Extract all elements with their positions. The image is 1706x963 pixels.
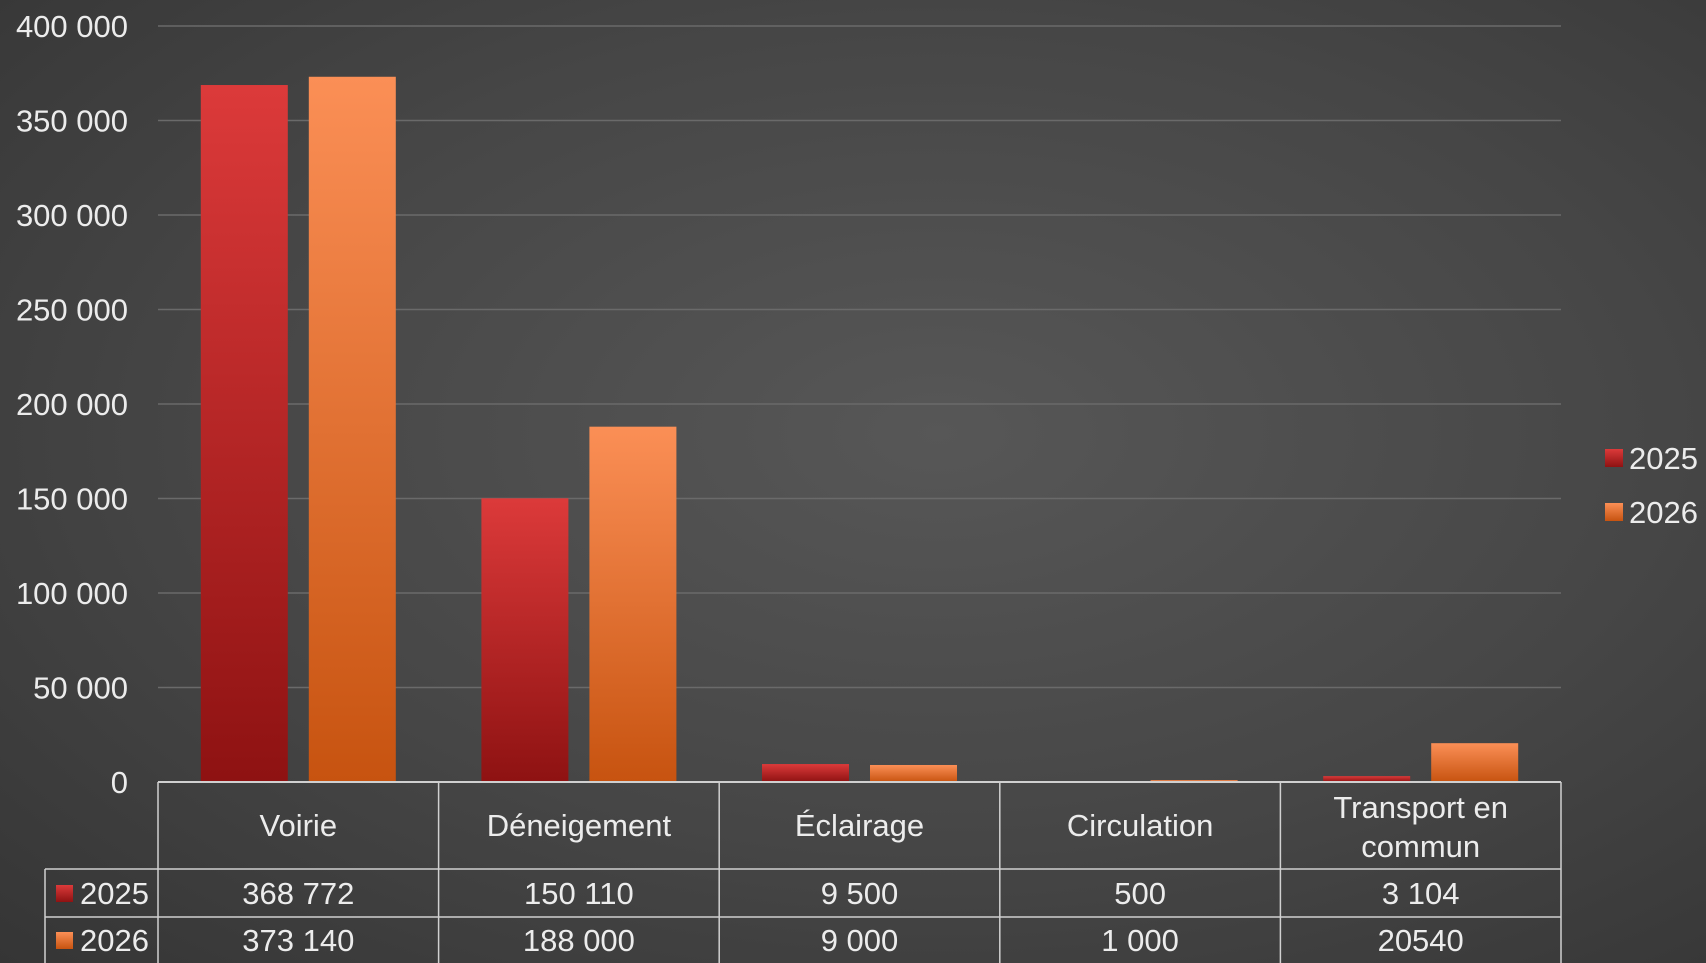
bar-2026-1 bbox=[589, 426, 677, 782]
table-series-label: 2025 bbox=[80, 876, 149, 911]
y-tick-label: 100 000 bbox=[16, 576, 128, 611]
data-table: Voirie Déneigement Éclairage Circulation Tra… bbox=[44, 781, 1562, 963]
data-label: 9 500 bbox=[821, 876, 899, 911]
data-label: 9 000 bbox=[821, 923, 899, 958]
bar-2026-2 bbox=[870, 764, 957, 782]
bar-2025-2 bbox=[762, 764, 849, 782]
bars bbox=[200, 76, 1519, 783]
bar-2026-4 bbox=[1431, 743, 1519, 782]
data-label: 20540 bbox=[1378, 923, 1464, 958]
legend: 2025 2026 bbox=[1605, 441, 1698, 530]
table-key-2026 bbox=[56, 932, 73, 949]
bar-2026-0 bbox=[308, 76, 396, 783]
data-label: 1 000 bbox=[1101, 923, 1179, 958]
data-label: 188 000 bbox=[523, 923, 635, 958]
x-tick-label: Déneigement bbox=[487, 808, 672, 843]
data-label: 373 140 bbox=[242, 923, 354, 958]
y-tick-label: 0 bbox=[111, 765, 128, 800]
y-tick-label: 350 000 bbox=[16, 104, 128, 139]
x-tick-label: Transport en commun bbox=[1333, 790, 1508, 864]
bar-2025-1 bbox=[481, 498, 569, 782]
legend-label: 2026 bbox=[1629, 495, 1698, 530]
bar-2025-4 bbox=[1323, 776, 1411, 782]
data-label: 500 bbox=[1114, 876, 1166, 911]
x-tick-label: Voirie bbox=[260, 808, 338, 843]
legend-swatch-2026 bbox=[1605, 503, 1623, 521]
y-tick-label: 250 000 bbox=[16, 293, 128, 328]
table-key-2025 bbox=[56, 885, 73, 902]
table-series-label: 2026 bbox=[80, 923, 149, 958]
x-tick-label: Circulation bbox=[1067, 808, 1213, 843]
y-tick-label: 200 000 bbox=[16, 387, 128, 422]
legend-label: 2025 bbox=[1629, 441, 1698, 476]
y-tick-label: 50 000 bbox=[33, 671, 128, 706]
data-label: 150 110 bbox=[524, 876, 634, 911]
bar-2025-0 bbox=[200, 85, 288, 782]
legend-swatch-2025 bbox=[1605, 449, 1623, 467]
y-tick-label: 150 000 bbox=[16, 482, 128, 517]
data-label: 3 104 bbox=[1382, 876, 1460, 911]
data-label: 368 772 bbox=[242, 876, 354, 911]
x-tick-label: Éclairage bbox=[795, 808, 924, 843]
y-axis: 0 50 000 100 000 150 000 200 000 250 000 300 0… bbox=[16, 9, 128, 800]
y-tick-label: 300 000 bbox=[16, 198, 128, 233]
y-tick-label: 400 000 bbox=[16, 9, 128, 44]
